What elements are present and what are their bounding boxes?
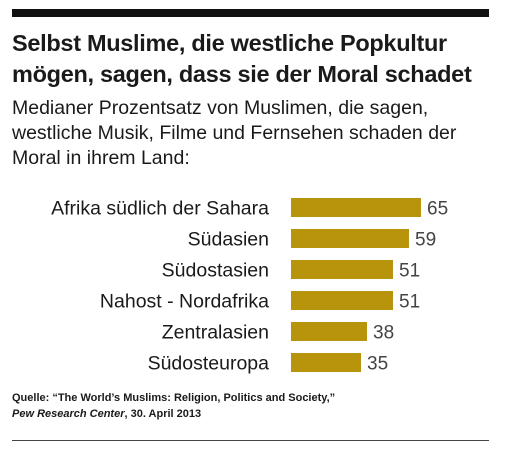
source-publisher-line: Pew Research Center, 30. April 2013 (12, 406, 492, 422)
source-line: Quelle: “The World’s Muslims: Religion, … (12, 392, 336, 404)
value-label: 59 (415, 230, 436, 251)
bar-chart: Afrika südlich der Sahara 65 Südasien 59 Süd… (51, 198, 448, 375)
top-rule (12, 9, 489, 17)
category-label: Südasien (188, 229, 269, 251)
category-label: Südostasien (162, 260, 269, 282)
bar (291, 260, 393, 279)
bar (291, 353, 361, 372)
bar (291, 291, 393, 310)
bar (291, 198, 421, 217)
chart-subtitle: Medianer Prozentsatz von Muslimen, die s… (12, 97, 457, 169)
source-note: Quelle: “The World’s Muslims: Religion, … (12, 390, 492, 422)
source-publisher: Pew Research Center (12, 408, 125, 420)
value-label: 38 (373, 323, 394, 344)
category-label: Südosteuropa (148, 353, 270, 375)
category-label: Nahost - Nordafrika (100, 291, 269, 313)
chart-title: Selbst Muslime, die westliche Popkultur … (12, 30, 472, 87)
source-date: , 30. April 2013 (124, 408, 202, 420)
category-label: Afrika südlich der Sahara (51, 198, 269, 220)
category-label: Zentralasien (162, 322, 269, 344)
bar (291, 229, 409, 248)
value-label: 51 (399, 292, 420, 313)
bar (291, 322, 367, 341)
bottom-rule (12, 440, 489, 441)
value-label: 65 (427, 199, 448, 220)
value-label: 35 (367, 354, 388, 375)
value-label: 51 (399, 261, 420, 282)
